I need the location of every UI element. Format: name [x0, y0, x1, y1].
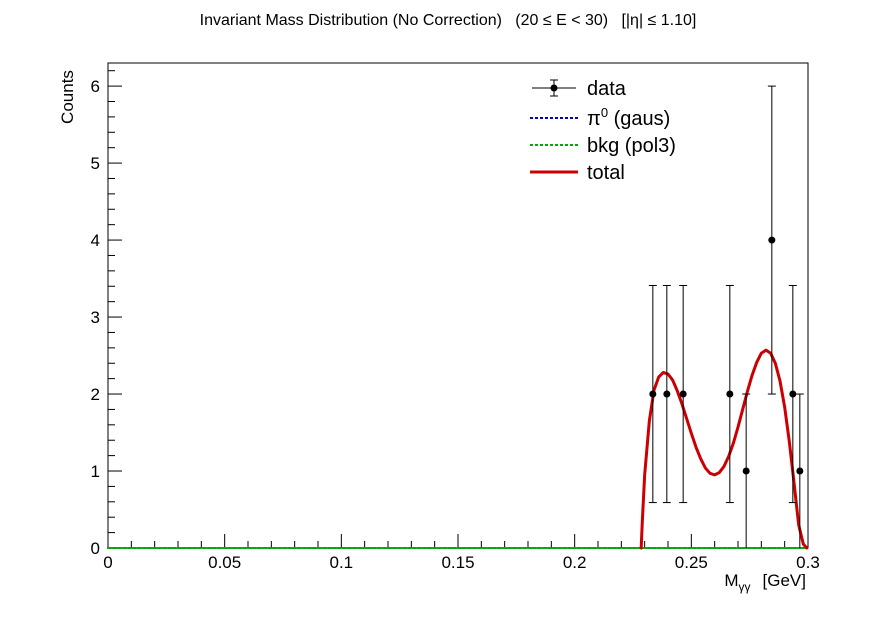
axis-ticks	[107, 70, 809, 549]
x-tick-label: 0.05	[208, 553, 241, 572]
x-axis-label-sub: γγ	[739, 580, 751, 594]
data-marker	[796, 467, 804, 475]
y-tick-label: 5	[91, 154, 100, 173]
data-point	[725, 284, 734, 504]
y-tick-label: 2	[91, 385, 100, 404]
plot-frame	[107, 62, 809, 549]
data-point	[679, 284, 688, 504]
x-tick-label: 0.1	[330, 553, 354, 572]
y-axis-label: Counts	[58, 70, 77, 124]
data-marker	[742, 467, 750, 475]
legend-label-data: data	[587, 78, 627, 100]
y-tick-label: 3	[91, 308, 100, 327]
data-marker	[649, 390, 657, 398]
data-point	[767, 85, 776, 395]
data-point	[742, 393, 751, 548]
axis-tick-labels: 0 0.05 0.1 0.15 0.2 0.25 0.3 0 1 2 3 4 5 6	[91, 77, 820, 572]
y-tick-label: 6	[91, 77, 100, 96]
x-tick-label: 0.25	[675, 553, 708, 572]
data-marker	[663, 390, 671, 398]
series-layer	[107, 85, 809, 550]
data-marker	[679, 390, 687, 398]
data-marker	[726, 390, 734, 398]
data-marker	[789, 390, 797, 398]
x-axis-label: Mγγ [GeV]	[724, 571, 806, 594]
y-tick-label: 0	[91, 539, 100, 558]
series-line-3	[639, 348, 809, 550]
data-point	[648, 284, 657, 504]
legend-label-pi0: π0 (gaus)	[587, 105, 670, 130]
x-tick-label: 0.3	[796, 553, 820, 572]
x-tick-label: 0.15	[441, 553, 474, 572]
legend: data π0 (gaus) bkg (pol3) total	[530, 78, 676, 184]
legend-data-marker	[550, 84, 558, 92]
data-point	[788, 284, 797, 504]
x-tick-label: 0	[103, 553, 112, 572]
data-point	[662, 284, 671, 504]
x-axis-label-main: M	[724, 571, 738, 590]
data-point	[795, 393, 804, 548]
chart-title: Invariant Mass Distribution (No Correcti…	[199, 12, 697, 29]
y-tick-label: 1	[91, 462, 100, 481]
y-tick-label: 4	[91, 231, 100, 250]
data-marker	[768, 236, 776, 244]
x-axis-label-unit: [GeV]	[763, 571, 806, 590]
legend-label-bkg: bkg (pol3)	[587, 135, 676, 157]
x-tick-label: 0.2	[563, 553, 587, 572]
legend-label-total: total	[587, 162, 625, 184]
